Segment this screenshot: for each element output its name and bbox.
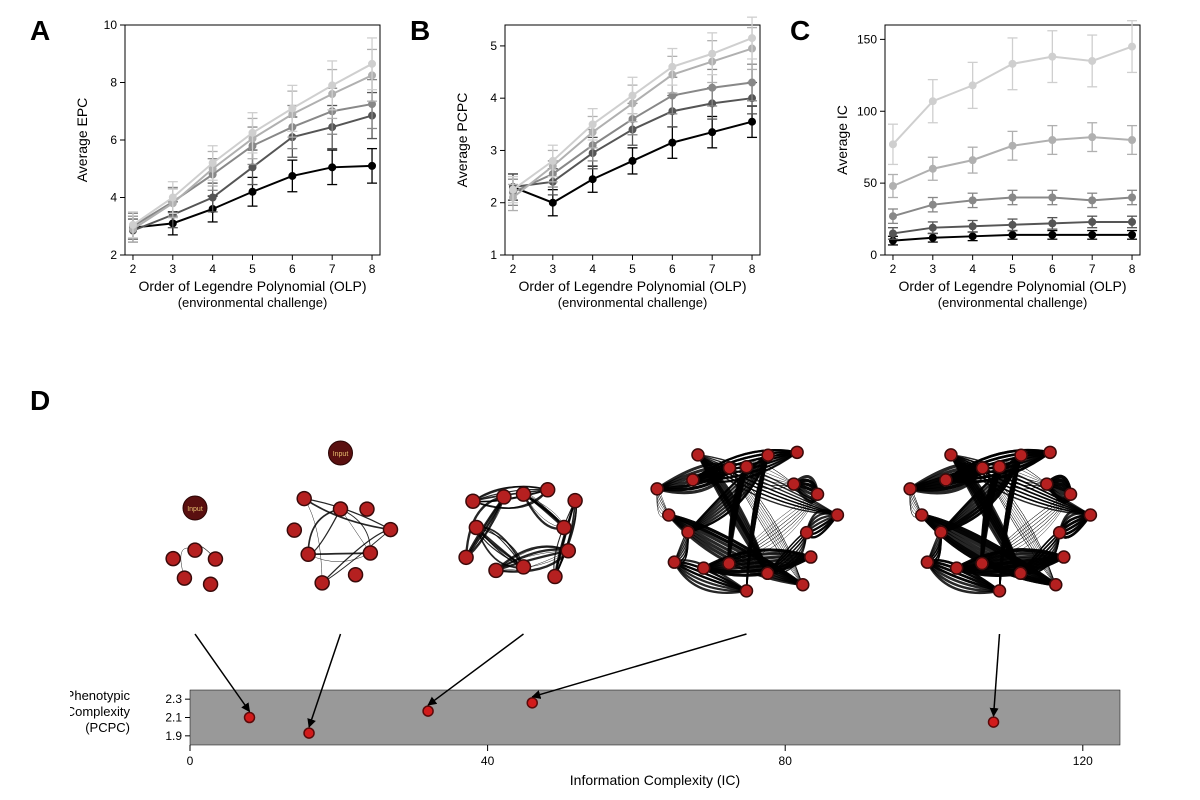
svg-text:4: 4 [969, 262, 976, 276]
svg-text:2: 2 [130, 262, 137, 276]
svg-text:150: 150 [857, 32, 877, 46]
svg-text:Information Complexity (IC): Information Complexity (IC) [570, 772, 740, 788]
svg-text:2.3: 2.3 [165, 692, 182, 706]
svg-text:6: 6 [669, 262, 676, 276]
panel-b-label: B [410, 15, 430, 47]
svg-text:4: 4 [110, 191, 117, 205]
svg-text:4: 4 [589, 262, 596, 276]
svg-text:Order of Legendre Polynomial (: Order of Legendre Polynomial (OLP) [139, 278, 367, 294]
svg-text:Average IC: Average IC [834, 105, 850, 175]
svg-text:Input: Input [333, 451, 349, 458]
svg-text:3: 3 [929, 262, 936, 276]
svg-text:2: 2 [110, 248, 117, 262]
svg-text:50: 50 [864, 176, 878, 190]
svg-text:Average PCPC: Average PCPC [454, 93, 470, 188]
chart-pcpc: 123452345678Average PCPCOrder of Legendr… [450, 15, 770, 315]
panel-c-label: C [790, 15, 810, 47]
svg-text:(environmental challenge): (environmental challenge) [178, 295, 328, 310]
svg-text:2: 2 [490, 196, 497, 210]
svg-text:Average EPC: Average EPC [74, 98, 90, 183]
panel-d-networks-scatter: Input Input 0 40 80 120 1.9 2.1 2.3 Information C… [70, 370, 1170, 790]
svg-text:5: 5 [629, 262, 636, 276]
svg-text:3: 3 [169, 262, 176, 276]
panel-a-label: A [30, 15, 50, 47]
svg-text:3: 3 [490, 143, 497, 157]
chart-epc: 2 4 6 8 10 2 3 4 5 6 7 8 Average EPC Order of Legendr… [70, 15, 390, 315]
svg-text:1.9: 1.9 [165, 729, 182, 743]
svg-text:6: 6 [1049, 262, 1056, 276]
svg-text:40: 40 [481, 754, 495, 768]
svg-text:7: 7 [1089, 262, 1096, 276]
svg-text:(environmental challenge): (environmental challenge) [558, 295, 708, 310]
svg-text:Order of Legendre Polynomial (: Order of Legendre Polynomial (OLP) [519, 278, 747, 294]
panel-d-label: D [30, 385, 50, 417]
svg-text:Input: Input [187, 506, 203, 513]
svg-text:7: 7 [329, 262, 336, 276]
svg-text:8: 8 [749, 262, 756, 276]
svg-text:8: 8 [369, 262, 376, 276]
svg-text:3: 3 [549, 262, 556, 276]
svg-text:4: 4 [490, 91, 497, 105]
svg-text:0: 0 [870, 248, 877, 262]
svg-text:5: 5 [490, 39, 497, 53]
svg-text:5: 5 [249, 262, 256, 276]
svg-text:4: 4 [209, 262, 216, 276]
svg-text:8: 8 [1129, 262, 1136, 276]
svg-text:10: 10 [104, 18, 118, 32]
svg-text:Order of Legendre Polynomial (: Order of Legendre Polynomial (OLP) [899, 278, 1127, 294]
svg-text:Phenotypic: Phenotypic [70, 688, 130, 703]
svg-text:8: 8 [110, 76, 117, 90]
svg-text:80: 80 [779, 754, 793, 768]
svg-text:7: 7 [709, 262, 716, 276]
svg-text:2.1: 2.1 [165, 711, 182, 725]
svg-text:120: 120 [1073, 754, 1093, 768]
svg-text:2: 2 [890, 262, 897, 276]
svg-text:6: 6 [289, 262, 296, 276]
svg-text:1: 1 [490, 248, 497, 262]
chart-ic: 0 50 100 150 2 3 4 5 6 7 8 Average IC Order of Legen… [830, 15, 1150, 315]
svg-text:(PCPC): (PCPC) [85, 720, 130, 735]
svg-text:Complexity: Complexity [70, 704, 130, 719]
svg-text:(environmental challenge): (environmental challenge) [938, 295, 1088, 310]
svg-text:0: 0 [187, 754, 194, 768]
svg-text:5: 5 [1009, 262, 1016, 276]
svg-text:6: 6 [110, 133, 117, 147]
svg-text:100: 100 [857, 104, 877, 118]
svg-text:2: 2 [510, 262, 517, 276]
